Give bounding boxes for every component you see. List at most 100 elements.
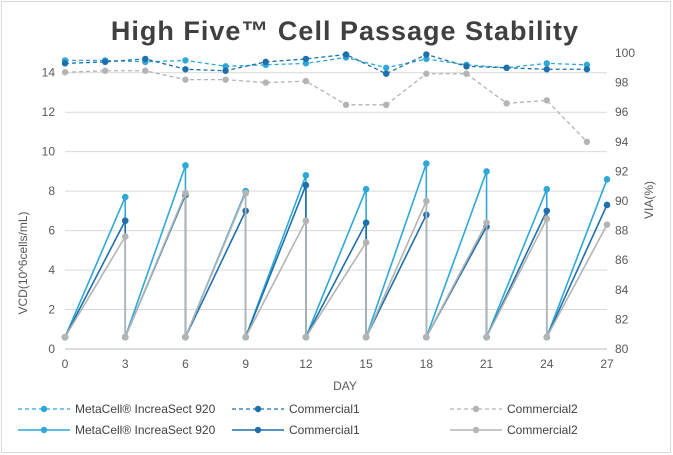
- x-tick-label: 15: [359, 357, 373, 371]
- viability-point: [302, 77, 310, 85]
- viability-point: [463, 63, 470, 70]
- legend-swatch-marker: [254, 426, 262, 434]
- viability-point: [583, 138, 591, 145]
- gridlines: [65, 72, 607, 350]
- y-left-tick-label: 4: [48, 263, 55, 277]
- vcd-point: [362, 333, 370, 341]
- vcd-point: [603, 175, 611, 183]
- viability-point: [142, 55, 149, 63]
- y-axis-left-label: VCD(10^6cells/mL): [16, 212, 30, 315]
- viability-point: [61, 69, 69, 76]
- vcd-point: [121, 233, 129, 240]
- vcd-point: [603, 201, 611, 209]
- legend-label: Commercial2: [507, 402, 578, 416]
- y-right-tick-label: 80: [615, 342, 629, 356]
- chart-title: High Five™ Cell Passage Stability: [111, 16, 579, 46]
- viability-point: [101, 67, 109, 74]
- vcd-point: [302, 333, 310, 341]
- x-tick-label: 6: [182, 357, 189, 371]
- viability-point: [302, 60, 310, 67]
- viability-point: [182, 57, 189, 64]
- x-tick-label: 9: [242, 357, 249, 371]
- vcd-line-0: [64, 163, 608, 338]
- vcd-point: [483, 219, 490, 227]
- x-tick-label: 24: [540, 357, 554, 371]
- x-tick-label: 0: [62, 357, 69, 371]
- y-right-tick-label: 92: [615, 164, 629, 178]
- legend: MetaCell® IncreaSect 920 Commercial1 Comme…: [18, 402, 578, 437]
- vcd-point: [121, 193, 129, 201]
- legend-swatch-marker: [40, 426, 48, 434]
- vcd-point: [121, 333, 129, 341]
- vcd-point: [121, 217, 129, 225]
- y-right-tick-label: 100: [615, 46, 635, 60]
- y-left-tick-label: 14: [42, 66, 56, 80]
- viability-point: [382, 70, 390, 77]
- viability-point: [463, 70, 470, 77]
- y-left-tick-label: 6: [48, 224, 55, 238]
- viability-point: [503, 100, 510, 107]
- vcd-point: [483, 168, 490, 175]
- vcd-point: [242, 189, 249, 197]
- vcd-point: [423, 333, 430, 341]
- vcd-point: [302, 181, 310, 189]
- viability-point: [101, 58, 109, 66]
- viability-point: [61, 60, 69, 67]
- viability-point: [423, 70, 430, 77]
- x-tick-label: 18: [420, 357, 434, 371]
- viability-point: [262, 58, 269, 66]
- y-left-tick-label: 0: [48, 342, 55, 356]
- y-right-tick-label: 88: [615, 224, 629, 238]
- vcd-point: [182, 333, 189, 341]
- viability-point: [342, 101, 350, 109]
- vcd-point: [543, 185, 551, 193]
- viability-line-0: [65, 56, 587, 69]
- y-right-tick-label: 90: [615, 194, 629, 208]
- vcd-point: [362, 185, 370, 193]
- y-left-tick-label: 12: [42, 105, 56, 119]
- legend-label: MetaCell® IncreaSect 920: [75, 423, 216, 437]
- legend-label: Commercial1: [289, 402, 360, 416]
- vcd-point: [182, 162, 189, 169]
- y-right-tick-label: 82: [615, 312, 629, 326]
- vcd-point: [362, 239, 370, 246]
- y-right-tick-label: 94: [615, 135, 629, 149]
- viability-point: [222, 67, 229, 74]
- y-left-tick-label: 2: [48, 303, 55, 317]
- viability-point: [222, 76, 229, 83]
- viability-point: [302, 55, 310, 63]
- vcd-point: [483, 333, 490, 341]
- y-left-tick-label: 10: [42, 145, 56, 159]
- viability-point: [182, 66, 189, 73]
- vcd-point: [423, 160, 430, 167]
- viability-line-1: [64, 53, 587, 75]
- vcd-point: [543, 215, 551, 223]
- viability-point: [543, 60, 550, 67]
- viability-point: [382, 101, 390, 109]
- vcd-point: [543, 207, 551, 215]
- viability-point: [342, 51, 350, 58]
- vcd-point: [61, 333, 69, 341]
- viability-point: [583, 61, 591, 69]
- legend-swatch-marker: [472, 405, 480, 413]
- vcd-point: [302, 217, 310, 225]
- legend-swatch-marker: [254, 405, 262, 413]
- viability-point: [423, 51, 430, 58]
- y-right-tick-label: 84: [615, 283, 629, 297]
- x-axis-label: DAY: [333, 379, 357, 393]
- vcd-point: [182, 189, 189, 197]
- viability-point: [182, 76, 189, 83]
- y-right-tick-label: 86: [615, 253, 629, 267]
- series-layer: [61, 51, 611, 341]
- vcd-point: [423, 197, 430, 205]
- x-tick-label: 21: [480, 357, 494, 371]
- x-tick-label: 3: [122, 357, 129, 371]
- viability-line-2: [64, 70, 588, 143]
- vcd-line-2: [64, 192, 608, 340]
- viability-point: [142, 67, 149, 74]
- x-tick-label: 12: [299, 357, 313, 371]
- vcd-point: [362, 219, 370, 227]
